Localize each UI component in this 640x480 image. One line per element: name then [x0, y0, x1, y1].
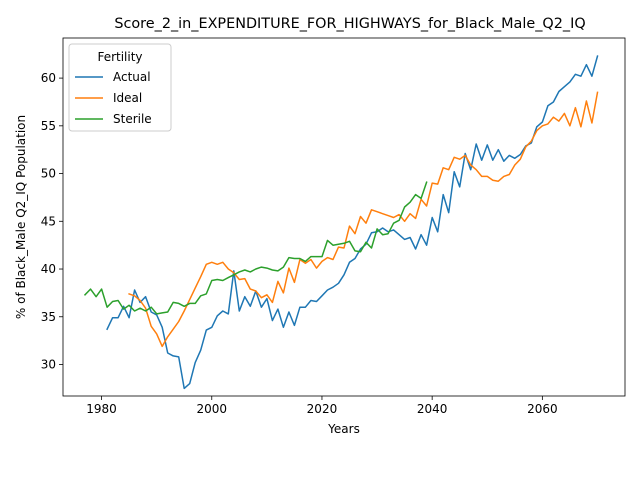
series-line-actual	[106, 55, 599, 390]
plot-frame	[62, 37, 626, 397]
x-axis-label: Years	[327, 422, 360, 436]
y-tick-label: 40	[41, 262, 56, 276]
legend: Fertility Actual Ideal Sterile	[68, 43, 172, 132]
series-lines	[83, 55, 599, 390]
y-axis-label: % of Black_Male Q2_IQ Population	[14, 115, 28, 319]
x-tick-label: 1980	[86, 402, 117, 416]
legend-label-actual: Actual	[113, 70, 151, 84]
y-tick-label: 45	[41, 214, 56, 228]
y-tick-label: 55	[41, 119, 56, 133]
legend-label-sterile: Sterile	[113, 112, 152, 126]
y-tick-label: 50	[41, 167, 56, 181]
x-axis: 1980 2000 2020 2040 2060	[86, 396, 558, 416]
y-tick-label: 60	[41, 71, 56, 85]
legend-box	[68, 43, 172, 132]
legend-title: Fertility	[97, 50, 142, 64]
y-axis: 30 35 40 45 50 55 60	[41, 71, 63, 371]
series-line-ideal	[128, 91, 599, 348]
y-tick-label: 30	[41, 357, 56, 371]
series-line-sterile	[83, 181, 428, 315]
x-tick-label: 2020	[307, 402, 338, 416]
chart-title: Score_2_in_EXPENDITURE_FOR_HIGHWAYS_for_…	[114, 16, 585, 32]
legend-label-ideal: Ideal	[113, 91, 142, 105]
y-tick-label: 35	[41, 310, 56, 324]
x-tick-label: 2000	[196, 402, 227, 416]
x-tick-label: 2040	[417, 402, 448, 416]
x-tick-label: 2060	[527, 402, 558, 416]
